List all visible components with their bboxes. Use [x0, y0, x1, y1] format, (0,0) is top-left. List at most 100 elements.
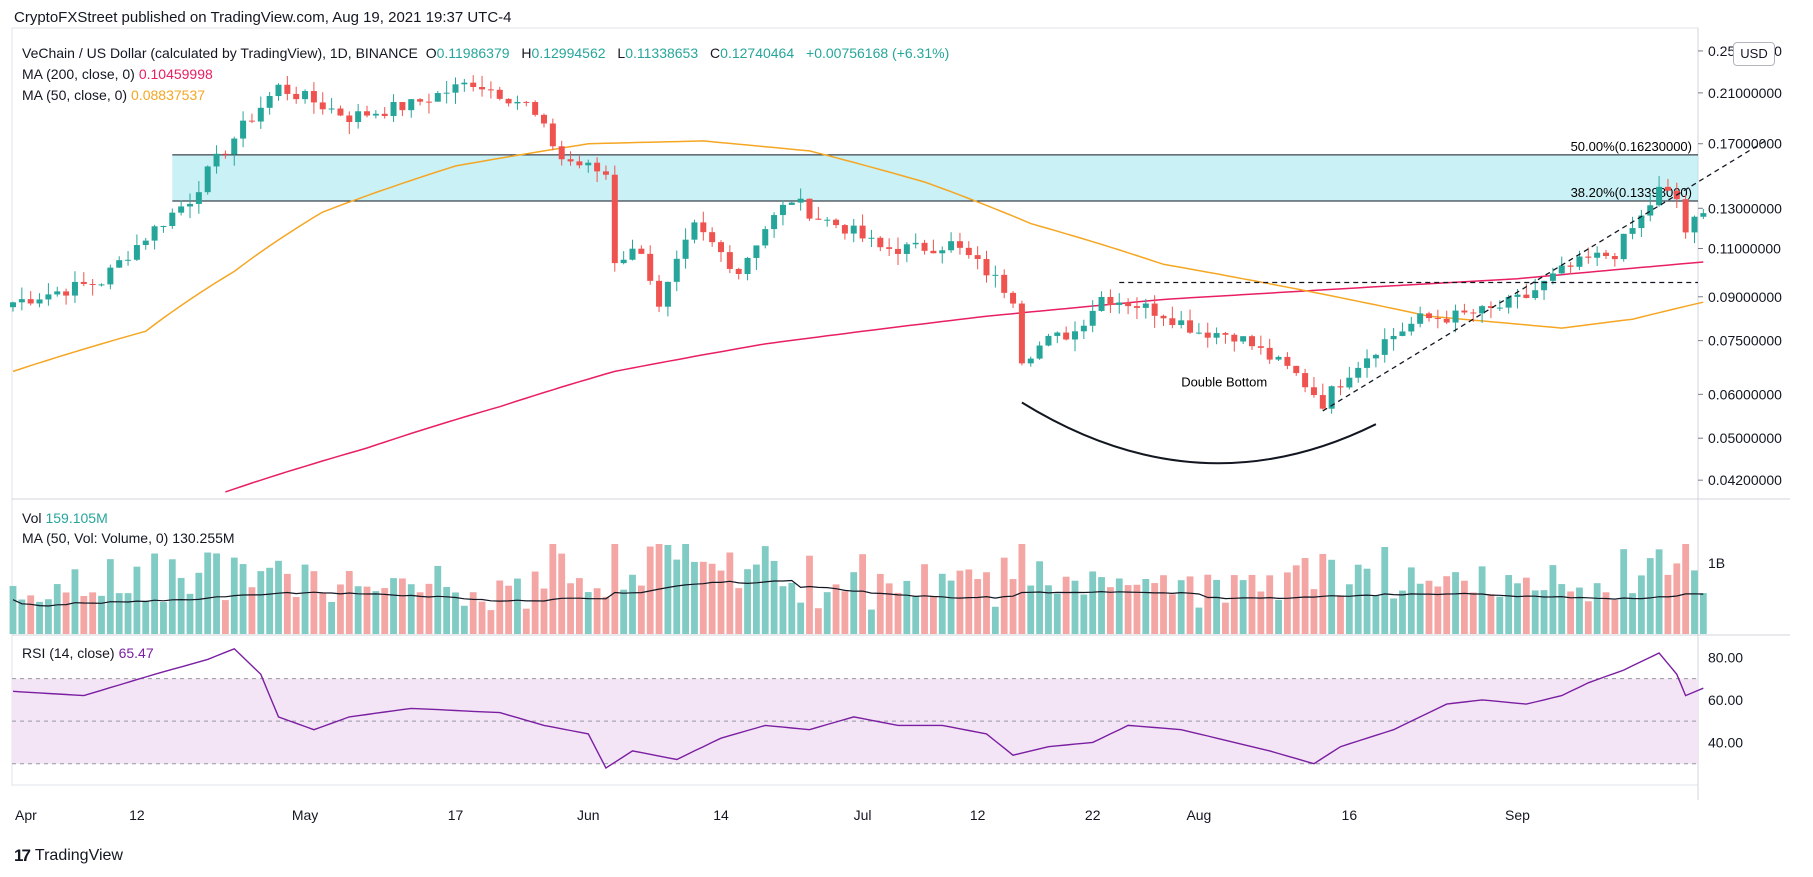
candle [1018, 300, 1025, 366]
volume-bar [1699, 593, 1707, 634]
candle [1240, 336, 1247, 344]
volume-bar [151, 553, 158, 634]
volume-bar [894, 592, 902, 634]
volume-bar [443, 587, 451, 634]
candlesticks [10, 75, 1707, 414]
candle [63, 288, 70, 305]
volume-bar [1381, 546, 1389, 634]
candle [248, 113, 255, 124]
candle [691, 219, 698, 244]
candle [1381, 328, 1388, 363]
volume-bar [965, 569, 973, 634]
rsi-axis: 80.00 60.00 40.00 [1708, 649, 1743, 750]
volume-bar [328, 601, 335, 634]
volume-bar [1522, 577, 1530, 634]
volume-bar [399, 578, 406, 634]
candle [10, 301, 16, 312]
price-tick-label: 0.13000000 [1708, 200, 1782, 216]
candle [434, 91, 441, 102]
volume-bar [381, 588, 389, 634]
candle [1611, 252, 1618, 267]
volume-bar [1080, 594, 1088, 634]
candle [815, 206, 822, 220]
fib-382-label: 38.20%(0.13398000) [1571, 185, 1692, 200]
volume-bar [1027, 585, 1035, 634]
currency-button[interactable]: USD [1733, 42, 1775, 66]
volume-bar [106, 559, 114, 634]
candle [1187, 309, 1194, 334]
volume-bar [283, 573, 291, 634]
candle [1372, 353, 1379, 368]
volume-bar [1682, 544, 1690, 634]
volume-bar [991, 606, 999, 634]
candle [1408, 316, 1415, 336]
price-tick-label: 0.11000000 [1708, 240, 1781, 256]
candle [1452, 304, 1459, 333]
candle [1399, 322, 1406, 337]
volume-bar [124, 593, 132, 634]
volume-bar [726, 552, 734, 634]
candle [240, 111, 247, 148]
candle [974, 246, 981, 270]
legend-symbol: VeChain / US Dollar (calculated by Tradi… [22, 45, 418, 61]
volume-bar [460, 605, 468, 634]
volume-bar [142, 600, 150, 634]
volume-bar [62, 592, 70, 634]
volume-bar [478, 601, 486, 634]
candle [762, 226, 769, 249]
candle [284, 75, 291, 101]
candle [470, 75, 477, 92]
volume-bar [947, 580, 955, 634]
candle [877, 236, 884, 252]
candle [1249, 334, 1255, 350]
volume-bar [876, 573, 884, 634]
volume-bar [584, 592, 592, 634]
volume-bar [1425, 580, 1433, 634]
candle [1125, 298, 1132, 315]
volume-bar [1345, 584, 1353, 634]
time-axis: Apr 12 May 17 Jun 14 Jul 12 22 Aug 16 Sep [15, 807, 1530, 823]
candle [1284, 352, 1291, 370]
candle [532, 100, 539, 117]
volume-bar [620, 589, 628, 634]
candle [1169, 306, 1176, 329]
volume-bar [239, 564, 247, 634]
legend-volma-row: MA (50, Vol: Volume, 0) 130.255M [22, 530, 239, 546]
candle [443, 80, 450, 104]
legend-ma50-row: MA (50, close, 0) 0.08837537 [22, 87, 209, 103]
volume-bar [522, 608, 530, 634]
legend-vol-label: Vol [22, 510, 42, 526]
volume-bar [9, 585, 17, 634]
candle [1072, 321, 1078, 352]
legend-l: 0.11338653 [625, 45, 699, 61]
volume-bar [1275, 599, 1282, 634]
volume-bar [80, 595, 88, 634]
volume-bar [1009, 579, 1017, 634]
candle [744, 256, 751, 281]
candle [1364, 349, 1371, 378]
candle [709, 227, 716, 247]
candle [992, 265, 999, 288]
volume-bar [717, 570, 725, 634]
time-tick-label: Jun [577, 807, 600, 823]
candle [399, 102, 406, 117]
candle [523, 100, 530, 107]
candle [408, 99, 415, 118]
volume-bar [531, 571, 539, 634]
tradingview-brand[interactable]: 17 TradingView [14, 846, 123, 866]
volume-bar [1071, 580, 1079, 634]
candle [275, 83, 282, 101]
volume-bar [98, 595, 105, 634]
legend-symbol-row: VeChain / US Dollar (calculated by Tradi… [22, 45, 953, 61]
candle [1107, 289, 1114, 313]
volume-bar [1284, 572, 1291, 634]
candle [302, 89, 309, 104]
volume-bar [292, 596, 300, 634]
candle [1337, 379, 1344, 396]
candle [1620, 233, 1627, 262]
volume-tick-label: 1B [1708, 555, 1725, 571]
candle [753, 245, 760, 271]
volume-bar [921, 564, 928, 634]
volume-bar [1098, 577, 1105, 634]
